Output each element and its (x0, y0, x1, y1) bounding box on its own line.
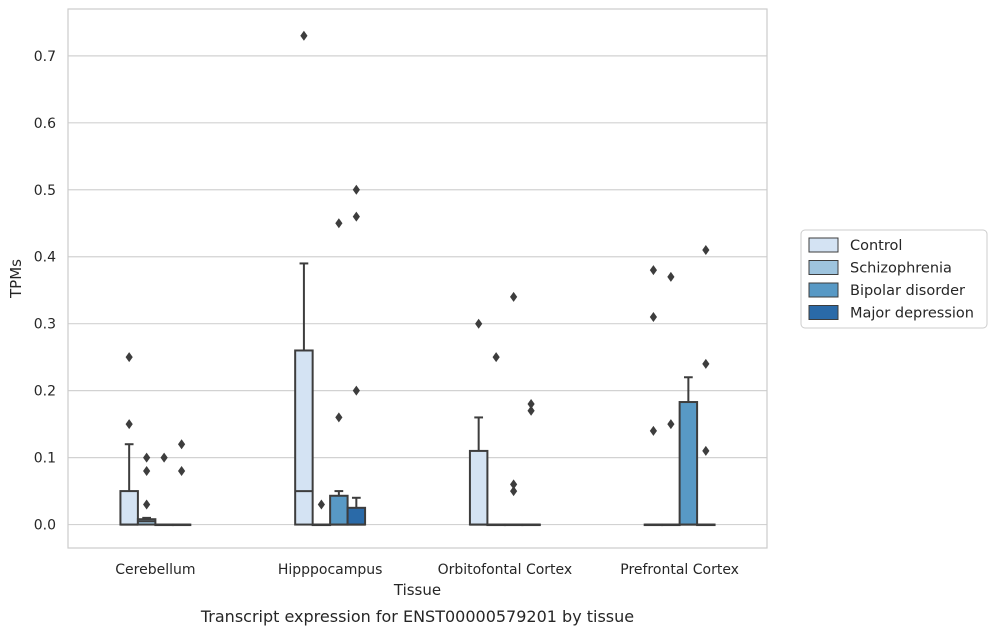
outlier-point (475, 318, 483, 329)
legend-swatch (808, 282, 839, 298)
outlier-point (667, 419, 675, 430)
box-0-2 (468, 416, 489, 526)
y-tick-label: 0.1 (34, 451, 56, 467)
box-1-3 (661, 523, 681, 527)
y-tick-labels: 0.0 0.1 0.2 0.3 0.4 0.5 0.6 0.7 (34, 49, 56, 534)
x-tick-labels: Cerebellum Hipppocampus Orbitofontal Corte… (115, 562, 739, 578)
outlier-point (317, 499, 325, 510)
legend-label: Major depression (850, 306, 974, 322)
outlier-point (527, 399, 535, 410)
box-body (329, 494, 349, 526)
outlier-point (510, 291, 518, 302)
x-tick-label: Orbitofontal Cortex (438, 562, 573, 578)
outlier-point (667, 271, 675, 282)
outlier-point (510, 479, 518, 490)
box-0-3 (643, 523, 664, 527)
legend: Control Schizophrenia Bipolar disorder Majo… (800, 229, 988, 329)
y-tick-label: 0.7 (34, 49, 56, 65)
legend-label: Control (850, 238, 902, 254)
y-tick-label: 0.2 (34, 384, 56, 400)
x-tick-label: Cerebellum (115, 562, 195, 578)
x-tick-label: Prefrontal Cortex (620, 562, 739, 578)
box-body (294, 349, 314, 526)
box-1-1 (311, 523, 332, 527)
box-3-1 (346, 496, 367, 526)
outlier-point (702, 358, 710, 369)
box-3-0 (171, 523, 192, 527)
outlier-point (649, 265, 658, 276)
y-tick-label: 0.3 (34, 317, 56, 333)
box-1-2 (486, 523, 506, 527)
outlier-point (125, 419, 133, 430)
outlier-points (125, 30, 710, 510)
box-3-3 (696, 523, 716, 527)
box-body (678, 401, 699, 526)
box-2-1 (329, 490, 349, 526)
legend-swatch (808, 305, 839, 320)
box-1-0 (136, 516, 157, 526)
outlier-point (125, 352, 133, 363)
box-body (468, 449, 489, 526)
outlier-point (335, 412, 343, 423)
box-2-3 (678, 376, 699, 526)
y-tick-label: 0.6 (34, 116, 56, 132)
y-tick-label: 0.4 (34, 250, 56, 266)
outlier-point (177, 466, 186, 476)
legend-frame (800, 229, 988, 329)
x-tick-label: Hipppocampus (278, 562, 383, 578)
outlier-point (352, 184, 360, 195)
box-0-0 (119, 443, 139, 526)
box-body (346, 506, 367, 526)
legend-swatch (808, 260, 839, 275)
chart-caption: Transcript expression for ENST0000057920… (200, 607, 634, 626)
outlier-point (300, 30, 308, 41)
box-0-1 (294, 262, 314, 526)
box-2-2 (503, 523, 524, 527)
legend-swatch (808, 237, 839, 253)
outlier-point (649, 312, 658, 322)
y-axis-label: TPMs (7, 259, 25, 299)
outlier-point (352, 211, 360, 222)
outlier-point (649, 425, 658, 436)
y-tick-label: 0.0 (34, 518, 56, 534)
outlier-point (702, 445, 710, 456)
outlier-point (510, 486, 518, 497)
y-tick-label: 0.5 (34, 183, 56, 199)
outlier-point (177, 439, 186, 450)
box-2-0 (154, 523, 174, 527)
box-3-2 (521, 523, 541, 527)
box-body (119, 490, 139, 526)
legend-label: Schizophrenia (850, 261, 952, 277)
outlier-point (160, 452, 168, 463)
outlier-point (335, 218, 343, 229)
outlier-point (492, 352, 500, 363)
box-groups (119, 262, 716, 527)
plot-frame (67, 8, 768, 549)
outlier-point (352, 385, 360, 396)
outlier-point (143, 466, 151, 476)
legend-label: Bipolar disorder (850, 283, 965, 299)
outlier-point (143, 452, 151, 463)
outlier-point (527, 405, 535, 416)
outlier-point (143, 499, 151, 510)
outlier-point (702, 245, 710, 256)
gridlines (68, 55, 767, 526)
x-axis-label: Tissue (393, 581, 441, 599)
